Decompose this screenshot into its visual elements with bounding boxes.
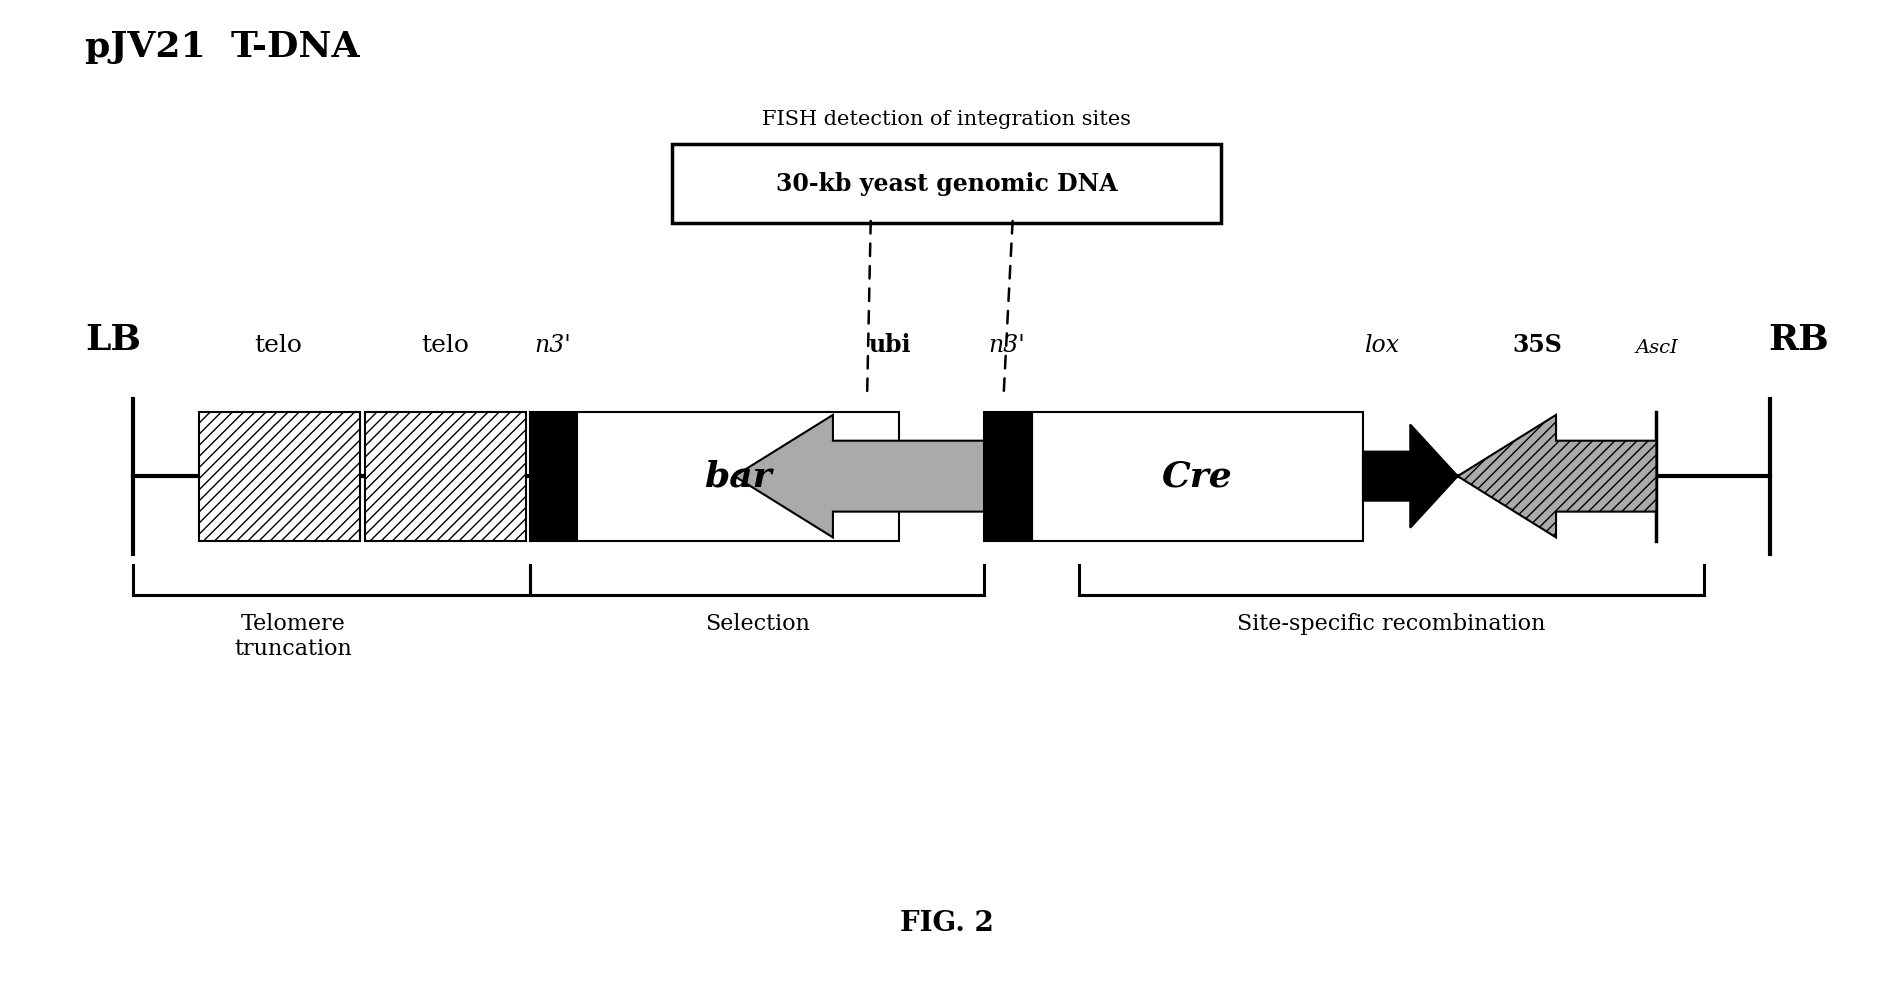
Text: bar: bar — [704, 459, 772, 493]
Text: Telomere
truncation: Telomere truncation — [235, 613, 352, 661]
Text: telo: telo — [420, 334, 469, 357]
Text: telo: telo — [254, 334, 303, 357]
Text: RB: RB — [1768, 323, 1829, 357]
Text: FISH detection of integration sites: FISH detection of integration sites — [763, 110, 1130, 129]
Bar — [530, 412, 577, 541]
Bar — [984, 412, 1032, 541]
Text: Selection: Selection — [704, 613, 810, 635]
Bar — [199, 412, 360, 541]
Text: pJV21  T-DNA: pJV21 T-DNA — [85, 30, 360, 63]
Text: Cre: Cre — [1162, 459, 1232, 493]
Text: lox: lox — [1365, 334, 1399, 357]
Text: Site-specific recombination: Site-specific recombination — [1238, 613, 1545, 635]
Polygon shape — [734, 415, 984, 538]
Polygon shape — [1363, 425, 1458, 528]
Text: n3': n3' — [534, 334, 572, 357]
Text: 30-kb yeast genomic DNA: 30-kb yeast genomic DNA — [776, 172, 1117, 195]
Bar — [365, 412, 526, 541]
Bar — [1032, 412, 1363, 541]
Text: FIG. 2: FIG. 2 — [899, 911, 994, 937]
FancyBboxPatch shape — [672, 144, 1221, 223]
Text: LB: LB — [85, 323, 142, 357]
Text: AscI: AscI — [1636, 339, 1677, 357]
Text: n3': n3' — [988, 334, 1026, 357]
Polygon shape — [1458, 415, 1656, 538]
Text: 35S: 35S — [1513, 333, 1562, 357]
Bar — [577, 412, 899, 541]
Text: ubi: ubi — [869, 333, 911, 357]
